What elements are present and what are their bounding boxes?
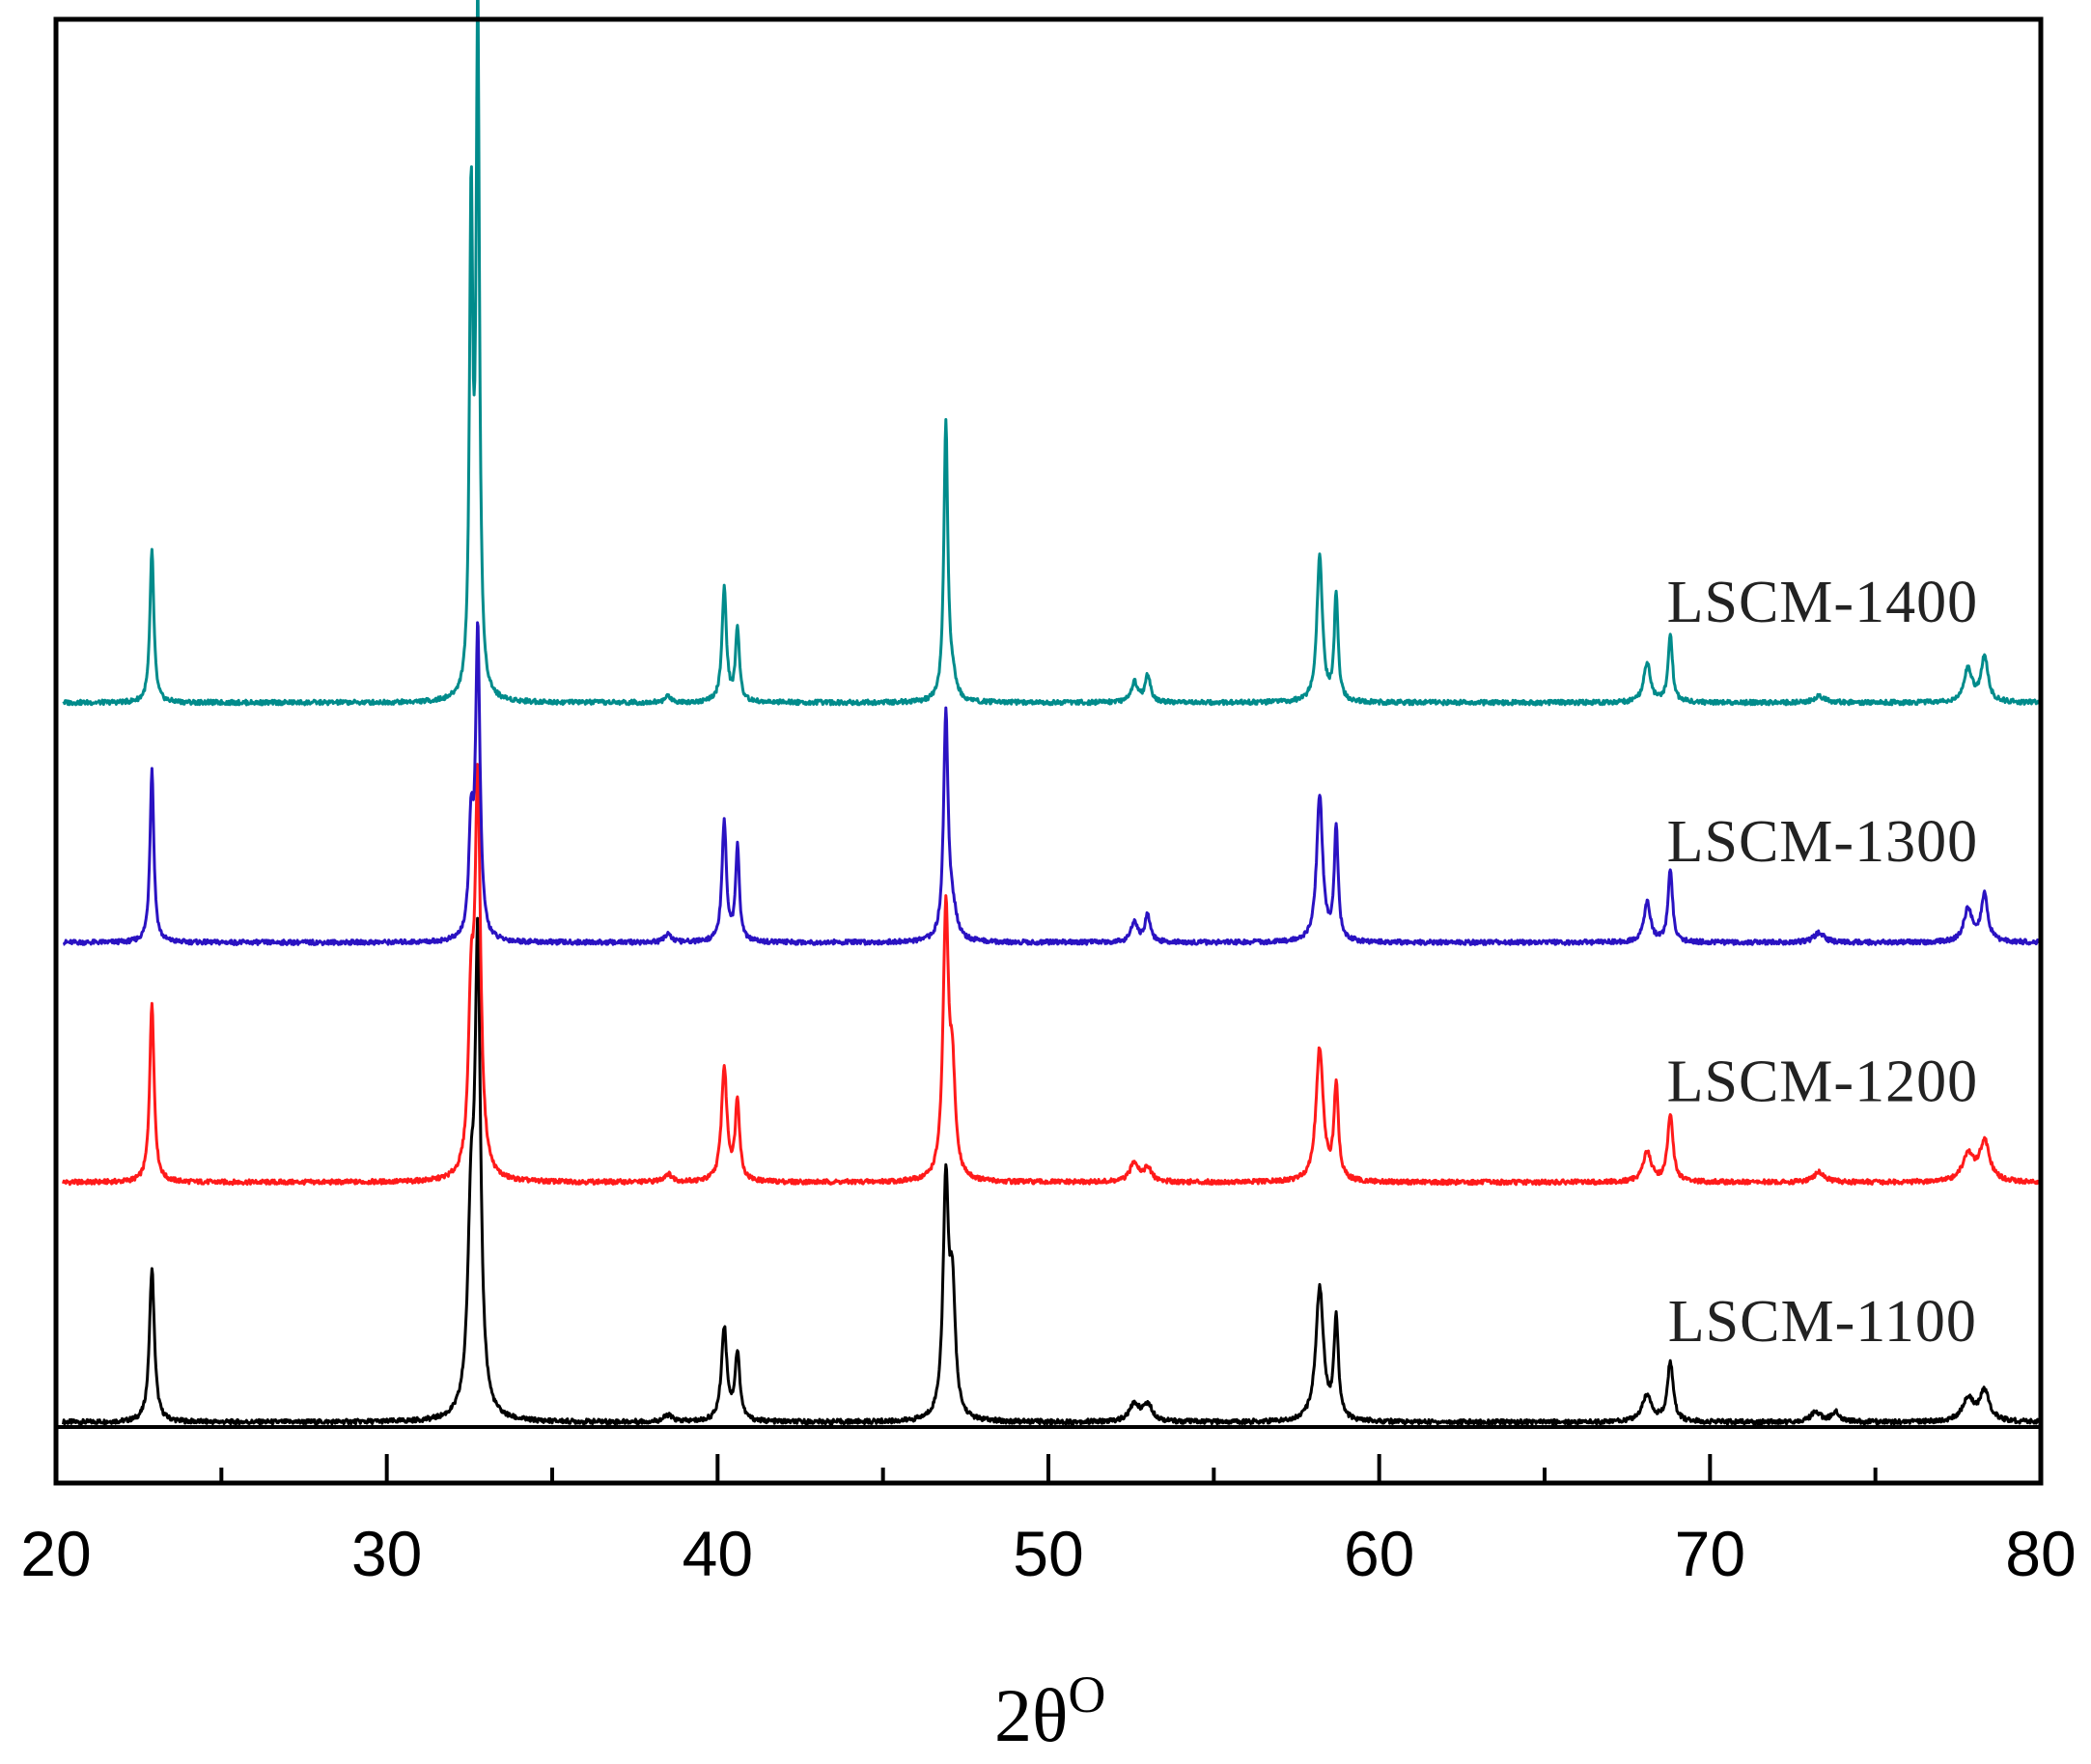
series-layer bbox=[62, 0, 2041, 1426]
x-axis-label: 2θO bbox=[994, 1666, 1105, 1757]
x-tick-label: 30 bbox=[351, 1518, 422, 1589]
x-tick-label: 80 bbox=[2005, 1518, 2076, 1589]
series-line-lscm-1100 bbox=[62, 916, 2041, 1426]
series-line-lscm-1300 bbox=[62, 621, 2041, 946]
series-label-lscm-1200: LSCM-1200 bbox=[1667, 1050, 1978, 1115]
x-tick-label: 40 bbox=[683, 1518, 753, 1589]
x-axis: 20 30 40 50 60 70 80 bbox=[20, 1454, 2077, 1589]
x-tick-label: 20 bbox=[20, 1518, 91, 1589]
x-tick-label: 50 bbox=[1013, 1518, 1083, 1589]
series-line-lscm-1200 bbox=[62, 763, 2041, 1187]
series-label-lscm-1100: LSCM-1100 bbox=[1668, 1289, 1977, 1355]
series-labels: LSCM-1100 LSCM-1200 LSCM-1300 LSCM-1400 bbox=[1667, 570, 1978, 1355]
x-tick-label: 60 bbox=[1344, 1518, 1414, 1589]
x-tick-label: 70 bbox=[1675, 1518, 1745, 1589]
series-label-lscm-1300: LSCM-1300 bbox=[1667, 809, 1978, 875]
series-line-lscm-1400 bbox=[62, 0, 2041, 707]
plot-frame bbox=[53, 16, 2044, 1486]
series-label-lscm-1400: LSCM-1400 bbox=[1667, 570, 1978, 635]
